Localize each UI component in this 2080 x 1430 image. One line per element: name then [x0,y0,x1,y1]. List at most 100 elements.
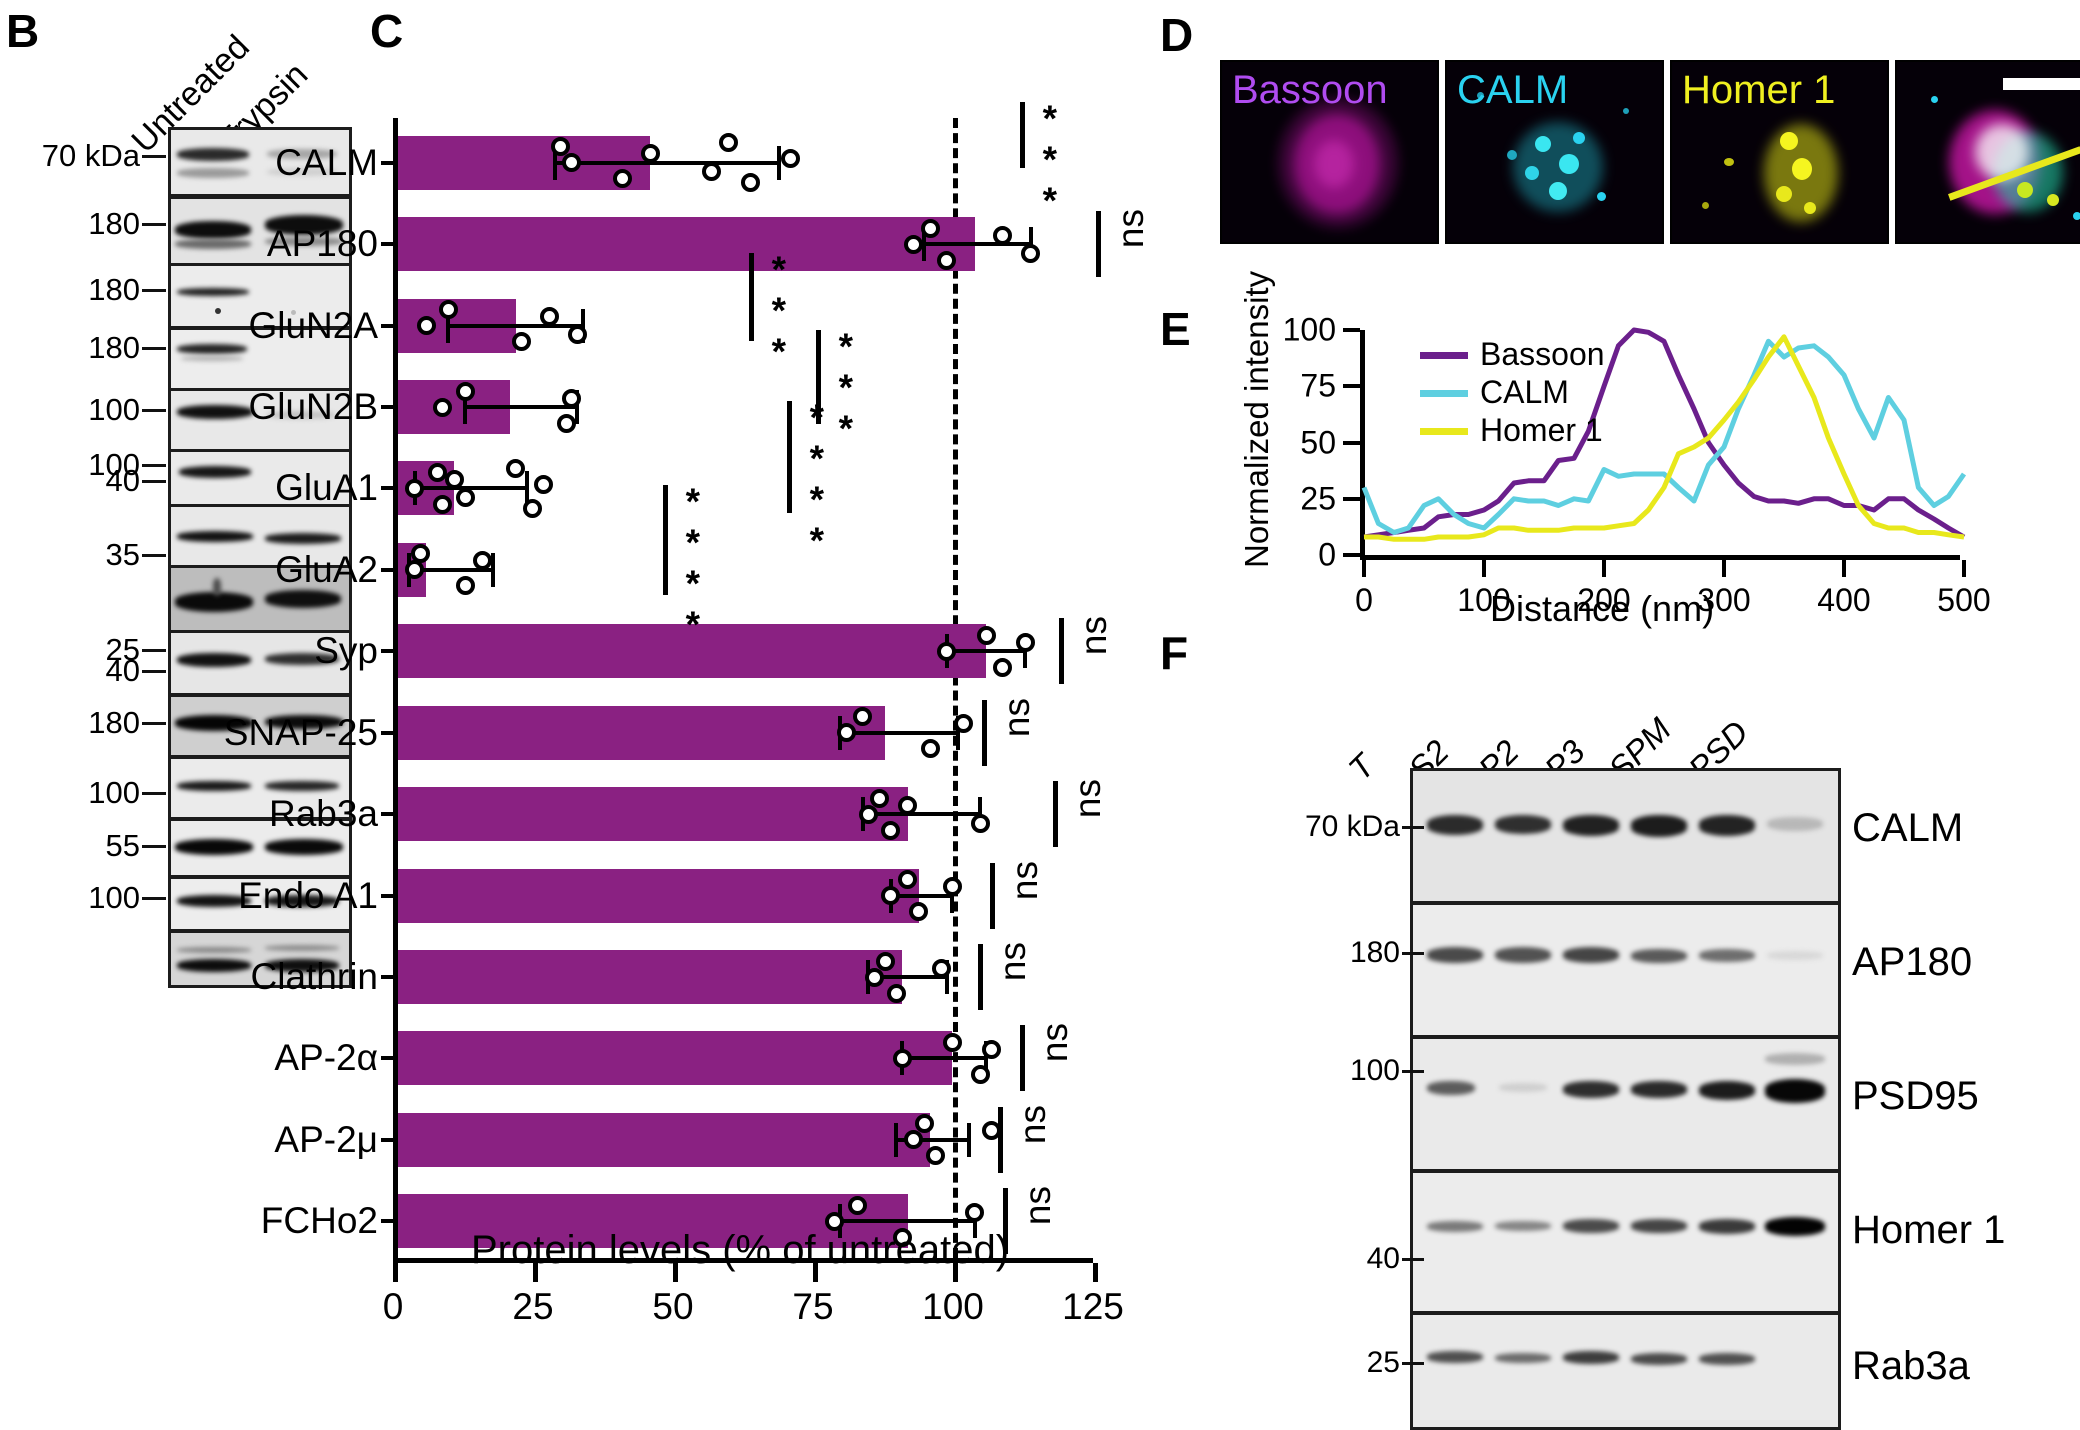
category-tick [381,405,398,409]
category-label: Syp [314,630,378,672]
significance-label: ns [1110,209,1151,249]
data-point [405,560,425,580]
significance-label: ns [996,697,1037,737]
data-point [909,902,929,922]
x-tick [533,1263,538,1282]
category-label: Endo A1 [238,874,378,916]
bar-row: Rab3a [269,787,1098,842]
x-tick-label: 500 [1937,582,1991,618]
mw-label: 25 [105,632,140,667]
significance-bracket [1020,1025,1025,1092]
significance-bracket [663,484,668,595]
error-bar [448,323,583,328]
mw-label: 40 [105,653,140,688]
bar-row: SNAP-25 [224,705,1098,760]
mw-label: 180 [88,272,140,307]
category-tick [381,486,398,491]
line-series-calm [1361,338,1967,535]
x-tick-label: 125 [1062,1286,1124,1327]
category-label: AP-2μ [274,1118,378,1160]
significance-bracket [982,699,987,766]
category-tick [381,1137,398,1142]
error-cap [575,390,580,424]
significance-bracket [816,330,821,424]
bar [398,624,986,679]
y-tick [1343,440,1360,445]
error-cap [491,552,496,587]
category-label: FCHo2 [260,1200,378,1242]
bar-row: Endo A1 [238,868,1098,923]
data-point [881,886,901,906]
bar [398,1112,930,1167]
micrograph-bassoon: Bassoon [1220,60,1439,244]
significance-label: ns [1012,1104,1053,1144]
data-point [455,487,475,507]
y-axis-title: Normalized intensity [1238,270,1275,568]
data-point [875,951,895,971]
x-tick-label: 200 [1577,582,1631,618]
category-tick [381,649,398,654]
category-label: AP180 [266,223,378,265]
blot-strip-psd95 [1410,1036,1841,1172]
data-point [914,1114,934,1134]
mw-label: 100 [88,775,140,810]
category-tick [381,160,398,165]
error-cap [922,227,927,262]
data-point [970,813,990,833]
data-point [858,804,878,824]
error-bar [890,893,953,898]
x-tick-label: 100 [1457,582,1511,618]
error-bar [946,649,1026,654]
significance-label: **** [796,397,838,562]
mw-label-calm: 70 kDa [1304,810,1400,843]
x-tick [1722,560,1726,577]
significance-bracket [749,252,754,341]
x-tick-label: 75 [792,1286,834,1327]
error-cap [944,960,949,994]
data-point [864,967,884,987]
data-point [506,458,526,478]
bar-row: GluN2B [248,380,1098,434]
mw-label: 100 [88,880,140,915]
y-tick [1343,384,1360,389]
bar-row: AP180 [267,217,1098,272]
line-series-bassoon [1363,327,1966,540]
line-chart-intensity-profile: 0 25 50 75 100 0 100 200 300 400 500 Bassoon CALM H… [1283,312,1991,619]
bar [398,950,902,1004]
data-point [1015,632,1035,652]
category-label: Clathrin [250,956,379,997]
data-point [881,820,901,840]
data-point [567,325,587,345]
data-point [534,474,554,494]
data-point [898,795,918,815]
error-cap [894,1122,899,1157]
data-point [954,714,974,734]
micrograph-homer1: Homer 1 [1670,60,1889,244]
data-point [870,788,890,808]
significance-bracket [998,1106,1003,1173]
blot-strip [168,127,352,197]
error-bar [902,1056,986,1061]
data-point [539,307,559,327]
y-tick-label: 75 [1300,367,1336,404]
category-tick [381,975,398,979]
bar-row: GluN2A [248,298,1098,353]
category-tick [381,1056,398,1061]
data-point [836,723,856,743]
data-point [427,462,447,482]
x-tick [1482,560,1486,577]
y-axis-line [1360,330,1365,555]
data-point [522,498,542,518]
blot-name-calm: CALM [1852,806,1964,850]
blot-strip-homer1 [1410,1170,1841,1314]
blot-name-rab3a: Rab3a [1852,1344,1970,1388]
x-tick [813,1263,818,1282]
data-point [550,137,570,157]
data-point [920,218,940,238]
x-tick-label: 0 [1355,582,1373,618]
micrograph-calm: CALM [1445,60,1664,244]
mw-label: 70 kDa [41,138,140,173]
bar-chart-protein-levels: CALM AP180 GluN2A GluN2B GluA1 GluA2 Syp SNAP-2… [224,98,1151,1327]
panel-c: C CALM AP180 GluN2A GluN2B GluA1 GluA2 Syp SNAP… [224,0,1160,1415]
category-label: GluN2B [248,386,378,427]
